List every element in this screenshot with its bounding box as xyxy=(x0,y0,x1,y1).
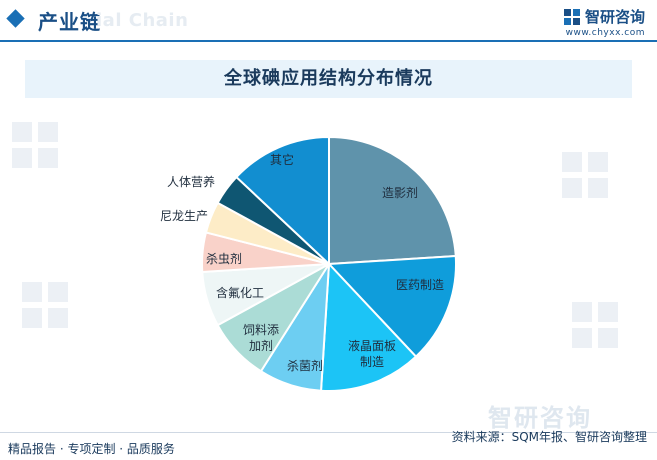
pie-slice-label: 杀虫剂 xyxy=(206,251,242,266)
pie-slice-label: 人体营养 xyxy=(167,174,215,189)
header: 产业链 ial Chain 智研咨询 www.chyxx.com xyxy=(0,0,657,44)
pie-slice-label: 饲料添加剂 xyxy=(243,323,279,353)
header-divider xyxy=(0,40,657,42)
pie-slice xyxy=(328,135,457,266)
section-title: 产业链 xyxy=(38,10,101,34)
chart-title-bar: 全球碘应用结构分布情况 xyxy=(25,60,632,98)
footer-brand-watermark: 智研咨询 xyxy=(488,404,592,432)
pie-slice xyxy=(235,135,330,267)
pie-slice-label: 含氟化工 xyxy=(216,285,264,300)
pie-slice-label: 造影剂 xyxy=(382,185,418,200)
pie-slice-label: 液晶面板制造 xyxy=(348,338,396,369)
pie-slice xyxy=(326,254,457,358)
data-source: 资料来源：SQM年报、智研咨询整理 xyxy=(451,430,647,444)
brand: 智研咨询 www.chyxx.com xyxy=(563,6,645,38)
pie-slice-label: 尼龙生产 xyxy=(160,209,208,223)
pie-slice-label: 杀菌剂 xyxy=(287,358,323,373)
brand-name: 智研咨询 xyxy=(584,8,645,26)
brand-logo-icon xyxy=(563,8,580,25)
footer-divider xyxy=(0,432,657,433)
footer-slogan: 精品报告 · 专项定制 · 品质服务 xyxy=(8,442,175,456)
pie-slices xyxy=(201,135,457,392)
section-title-english: ial Chain xyxy=(96,10,189,31)
pie-slice xyxy=(319,261,418,392)
brand-url: www.chyxx.com xyxy=(565,28,645,38)
pie-slice-label: 医药制造 xyxy=(396,278,444,292)
chart-title: 全球碘应用结构分布情况 xyxy=(224,68,433,89)
pie-slice-label: 其它 xyxy=(270,152,294,167)
